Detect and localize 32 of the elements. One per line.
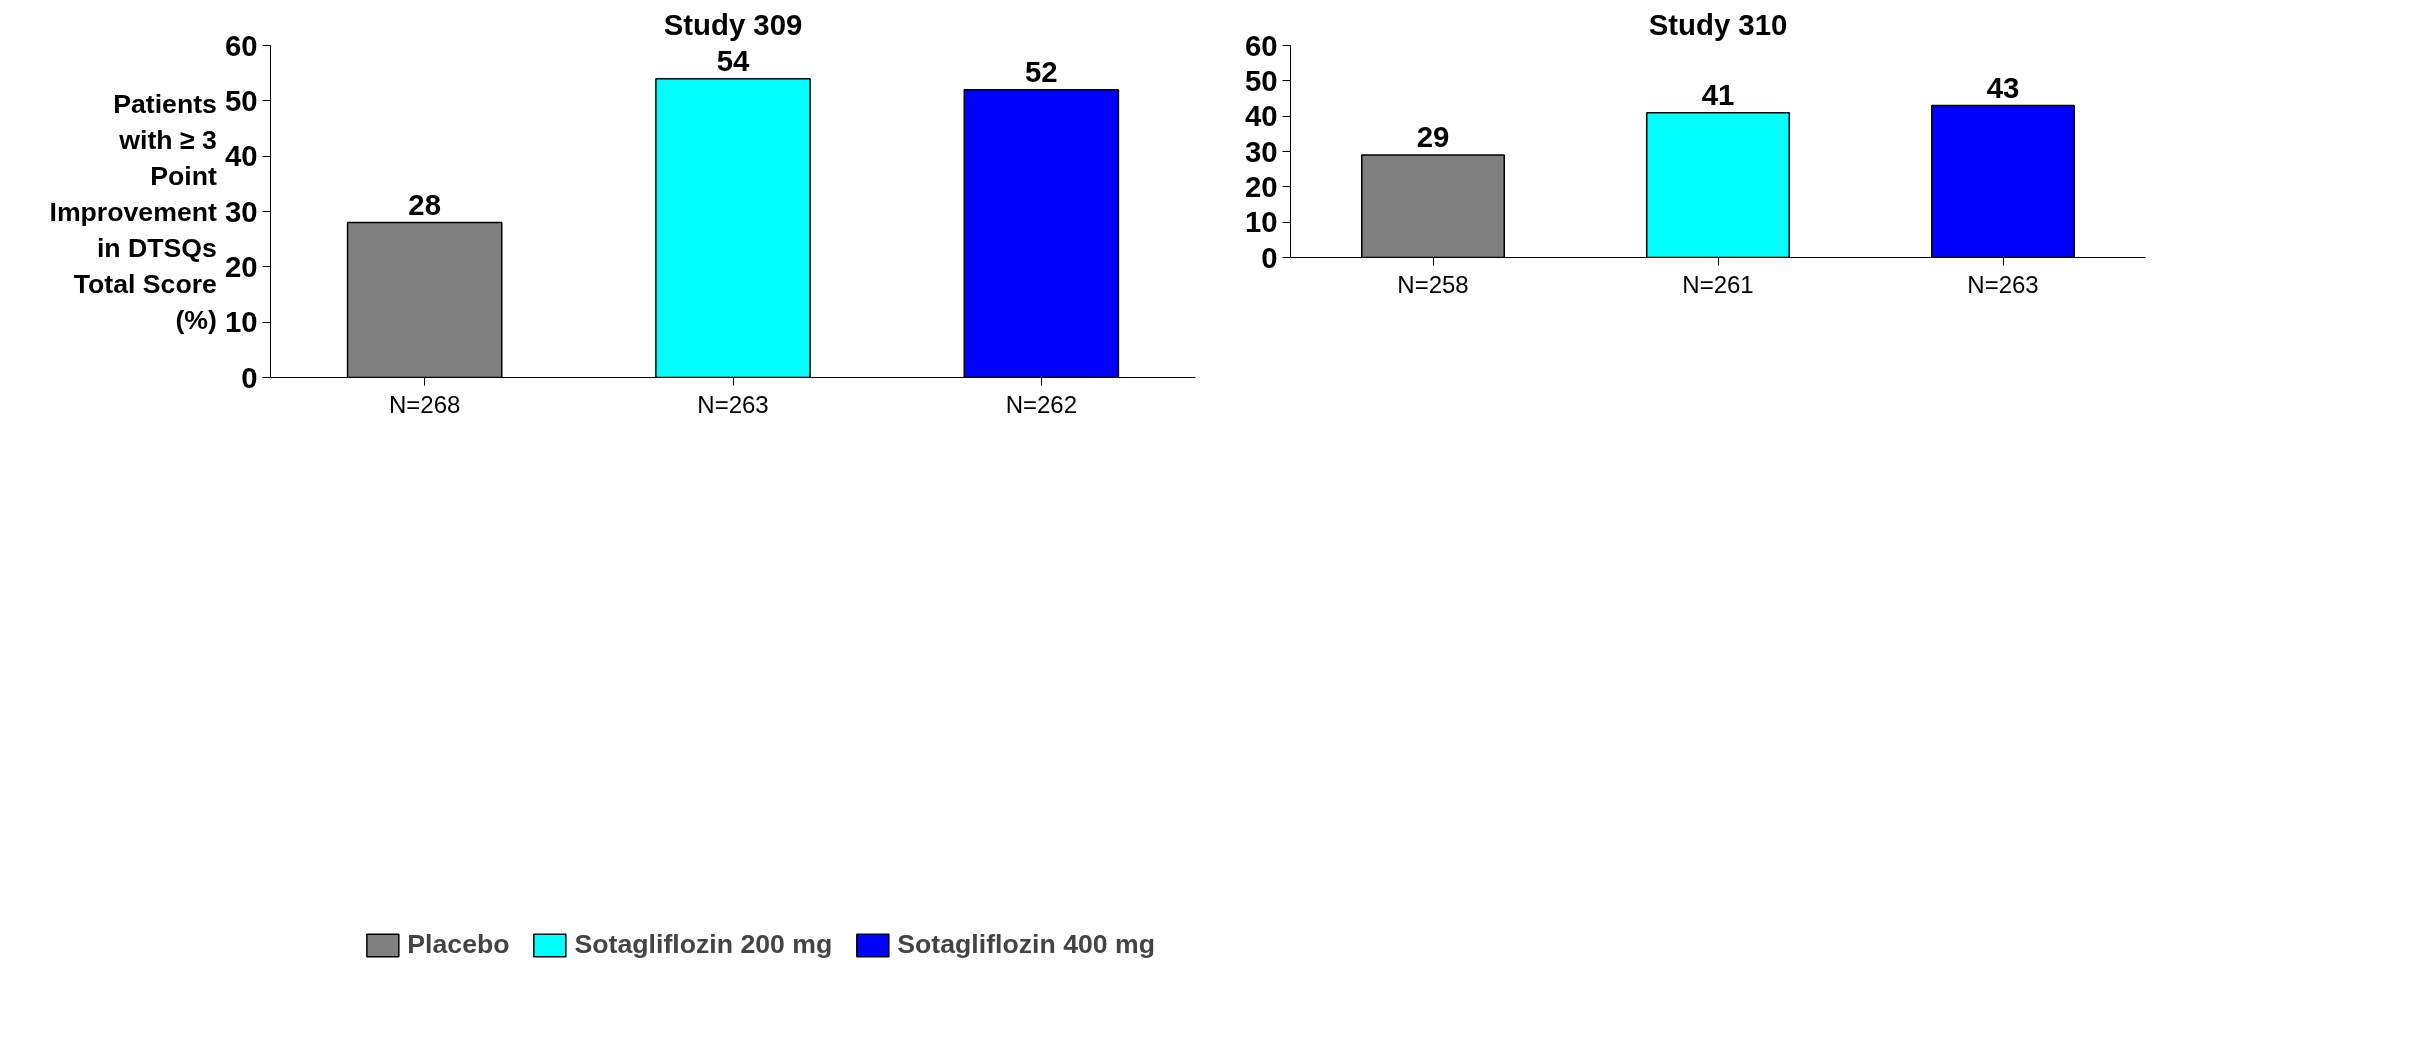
data-label: 28 bbox=[408, 187, 441, 221]
y-tick-label: 10 bbox=[1244, 205, 1278, 239]
chart-title: Study 309 bbox=[663, 7, 803, 41]
data-label: 43 bbox=[1986, 70, 2020, 104]
y-tick-label: 0 bbox=[241, 360, 258, 394]
x-tick-label: N=258 bbox=[1397, 270, 1469, 298]
x-tick-label: N=263 bbox=[697, 390, 769, 418]
y-tick-label: 60 bbox=[224, 28, 258, 62]
data-label: 54 bbox=[716, 43, 750, 77]
x-tick-label: N=261 bbox=[1682, 270, 1754, 298]
y-tick-label: 20 bbox=[224, 249, 258, 283]
legend-label: Sotagliflozin 400 mg bbox=[897, 929, 1155, 960]
x-tick-label: N=263 bbox=[1967, 270, 2039, 298]
y-tick-label: 10 bbox=[224, 305, 258, 339]
y-tick-label: 50 bbox=[1244, 63, 1278, 97]
y-axis-title: Patients with ≥ 3 Point Improvement in DTSQs Total Score (%) bbox=[49, 88, 217, 335]
data-label: 29 bbox=[1416, 120, 1450, 154]
chart-title: Study 310 bbox=[1648, 7, 1788, 41]
data-label: 41 bbox=[1701, 77, 1735, 111]
legend-label: Sotagliflozin 200 mg bbox=[574, 929, 833, 960]
y-tick-label: 40 bbox=[224, 139, 258, 173]
y-tick-label: 0 bbox=[1261, 240, 1278, 274]
y-tick-label: 30 bbox=[224, 194, 258, 228]
data-label: 52 bbox=[1025, 54, 1058, 88]
y-tick-label: 40 bbox=[1244, 99, 1278, 133]
y-tick-label: 30 bbox=[1244, 134, 1278, 168]
y-tick-label: 50 bbox=[224, 83, 258, 117]
legend-label: Placebo bbox=[407, 929, 510, 960]
y-tick-label: 60 bbox=[1244, 28, 1278, 62]
x-tick-label: N=262 bbox=[1005, 390, 1078, 418]
x-tick-label: N=268 bbox=[388, 390, 461, 418]
y-tick-label: 20 bbox=[1244, 169, 1278, 203]
